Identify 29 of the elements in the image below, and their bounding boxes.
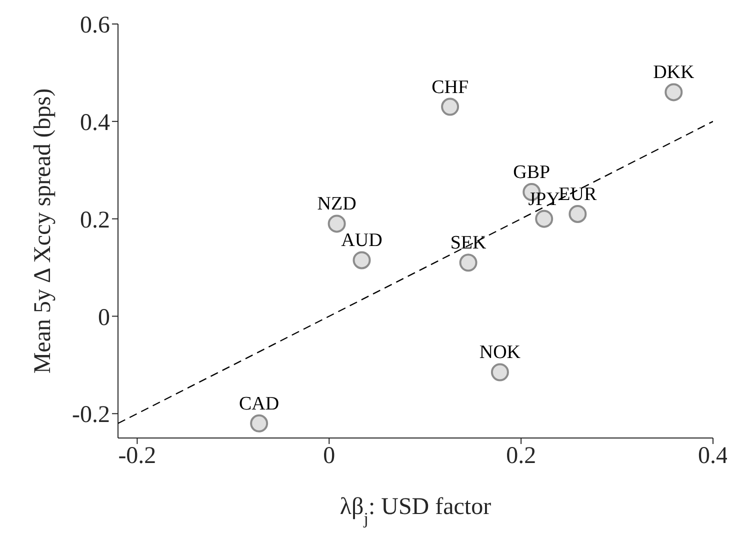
point [328, 214, 346, 233]
x-axis-title: λβ$_{j}$: USD factor [340, 494, 492, 528]
point [535, 210, 554, 228]
point [250, 414, 268, 432]
x-tick-label: 0 [323, 443, 336, 470]
point [459, 254, 478, 272]
annotation: GBP [513, 162, 550, 184]
annotation: CHF [432, 76, 469, 98]
annotation: JPY [528, 188, 560, 210]
annotation: CAD [239, 393, 280, 414]
y-axis-title: Mean 5y Δ Xccy spread (bps) [30, 88, 56, 374]
annotation: EUR [558, 184, 598, 205]
point [664, 83, 683, 102]
y-tick-label: 0.6 [80, 12, 110, 39]
annotation: NZD [317, 194, 356, 215]
y-tick-label: -0.2 [72, 402, 110, 428]
point [490, 363, 509, 382]
point [352, 251, 371, 270]
point [441, 98, 460, 116]
annotation: DKK [653, 62, 695, 84]
y-tick-label: 0 [98, 304, 110, 331]
y-tick-label: 0.4 [80, 110, 110, 136]
y-tick-label: 0.2 [80, 207, 110, 234]
point [568, 204, 587, 223]
x-tick-label: -0.2 [118, 443, 156, 470]
x-tick-label: 0.2 [506, 443, 536, 470]
annotation: SEK [450, 232, 486, 254]
annotation: NOK [479, 342, 521, 364]
annotation: AUD [341, 230, 382, 252]
